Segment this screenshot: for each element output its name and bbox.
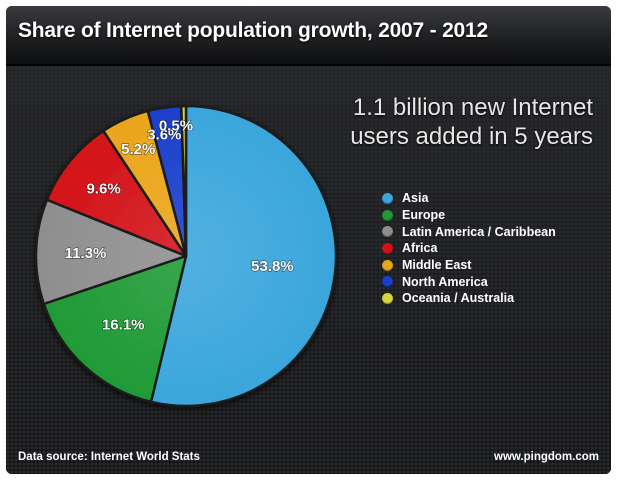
headline-line-2: users added in 5 years (350, 123, 593, 150)
legend-entry-latin-america-caribbean: Latin America / Caribbean (382, 223, 556, 240)
legend-label-oceania-australia: Oceania / Australia (402, 291, 515, 306)
legend-entry-oceania-australia: Oceania / Australia (382, 290, 556, 307)
legend-swatch-europe (382, 209, 393, 221)
chart-legend: Asia Europe Latin America / Caribbean Afric… (382, 190, 556, 307)
headline: 1.1 billion new Internet users added in … (350, 93, 593, 151)
legend-swatch-north-america (382, 276, 393, 288)
legend-swatch-middle-east (382, 259, 393, 271)
chart-title: Share of Internet population growth, 200… (18, 19, 488, 42)
data-label-middle-east: 5.2% (121, 141, 155, 158)
legend-entry-north-america: North America (382, 273, 556, 290)
legend-swatch-asia (382, 192, 393, 204)
pie-slice-asia (149, 104, 338, 408)
headline-line-1: 1.1 billion new Internet (352, 94, 593, 121)
legend-label-north-america: North America (402, 274, 488, 289)
infographic-frame: Share of Internet population growth, 200… (6, 6, 611, 474)
data-label-north-america: 3.6% (147, 126, 181, 143)
legend-swatch-oceania-australia (382, 292, 393, 304)
data-label-latin-america-caribbean: 11.3% (65, 245, 107, 262)
legend-label-middle-east: Middle East (402, 258, 472, 273)
data-label-oceania-australia: 0.5% (159, 118, 193, 135)
legend-label-latin-america-caribbean: Latin America / Caribbean (402, 224, 556, 239)
legend-entry-middle-east: Middle East (382, 257, 556, 274)
data-label-africa: 9.6% (86, 181, 120, 198)
legend-entry-europe: Europe (382, 207, 556, 224)
pie-chart: 53.8% 16.1% 11.3% 9.6% 5.2%3.6%0.5% (34, 104, 338, 408)
legend-swatch-africa (382, 242, 393, 254)
legend-label-europe: Europe (402, 208, 446, 223)
data-label-europe: 16.1% (102, 317, 145, 334)
legend-label-africa: Africa (402, 241, 438, 256)
site-url: www.pingdom.com (494, 451, 599, 463)
legend-label-asia: Asia (402, 191, 429, 206)
legend-entry-africa: Africa (382, 240, 556, 257)
legend-swatch-latin-america-caribbean (382, 226, 393, 238)
pie-slice-oceania-australia (180, 104, 188, 258)
pie-slice-latin-america-caribbean (34, 198, 188, 306)
legend-entry-asia: Asia (382, 190, 556, 207)
title-bar: Share of Internet population growth, 200… (6, 6, 611, 66)
data-source-note: Data source: Internet World Stats (18, 451, 200, 463)
pie-slice-africa (45, 129, 188, 258)
data-label-asia: 53.8% (251, 258, 294, 275)
